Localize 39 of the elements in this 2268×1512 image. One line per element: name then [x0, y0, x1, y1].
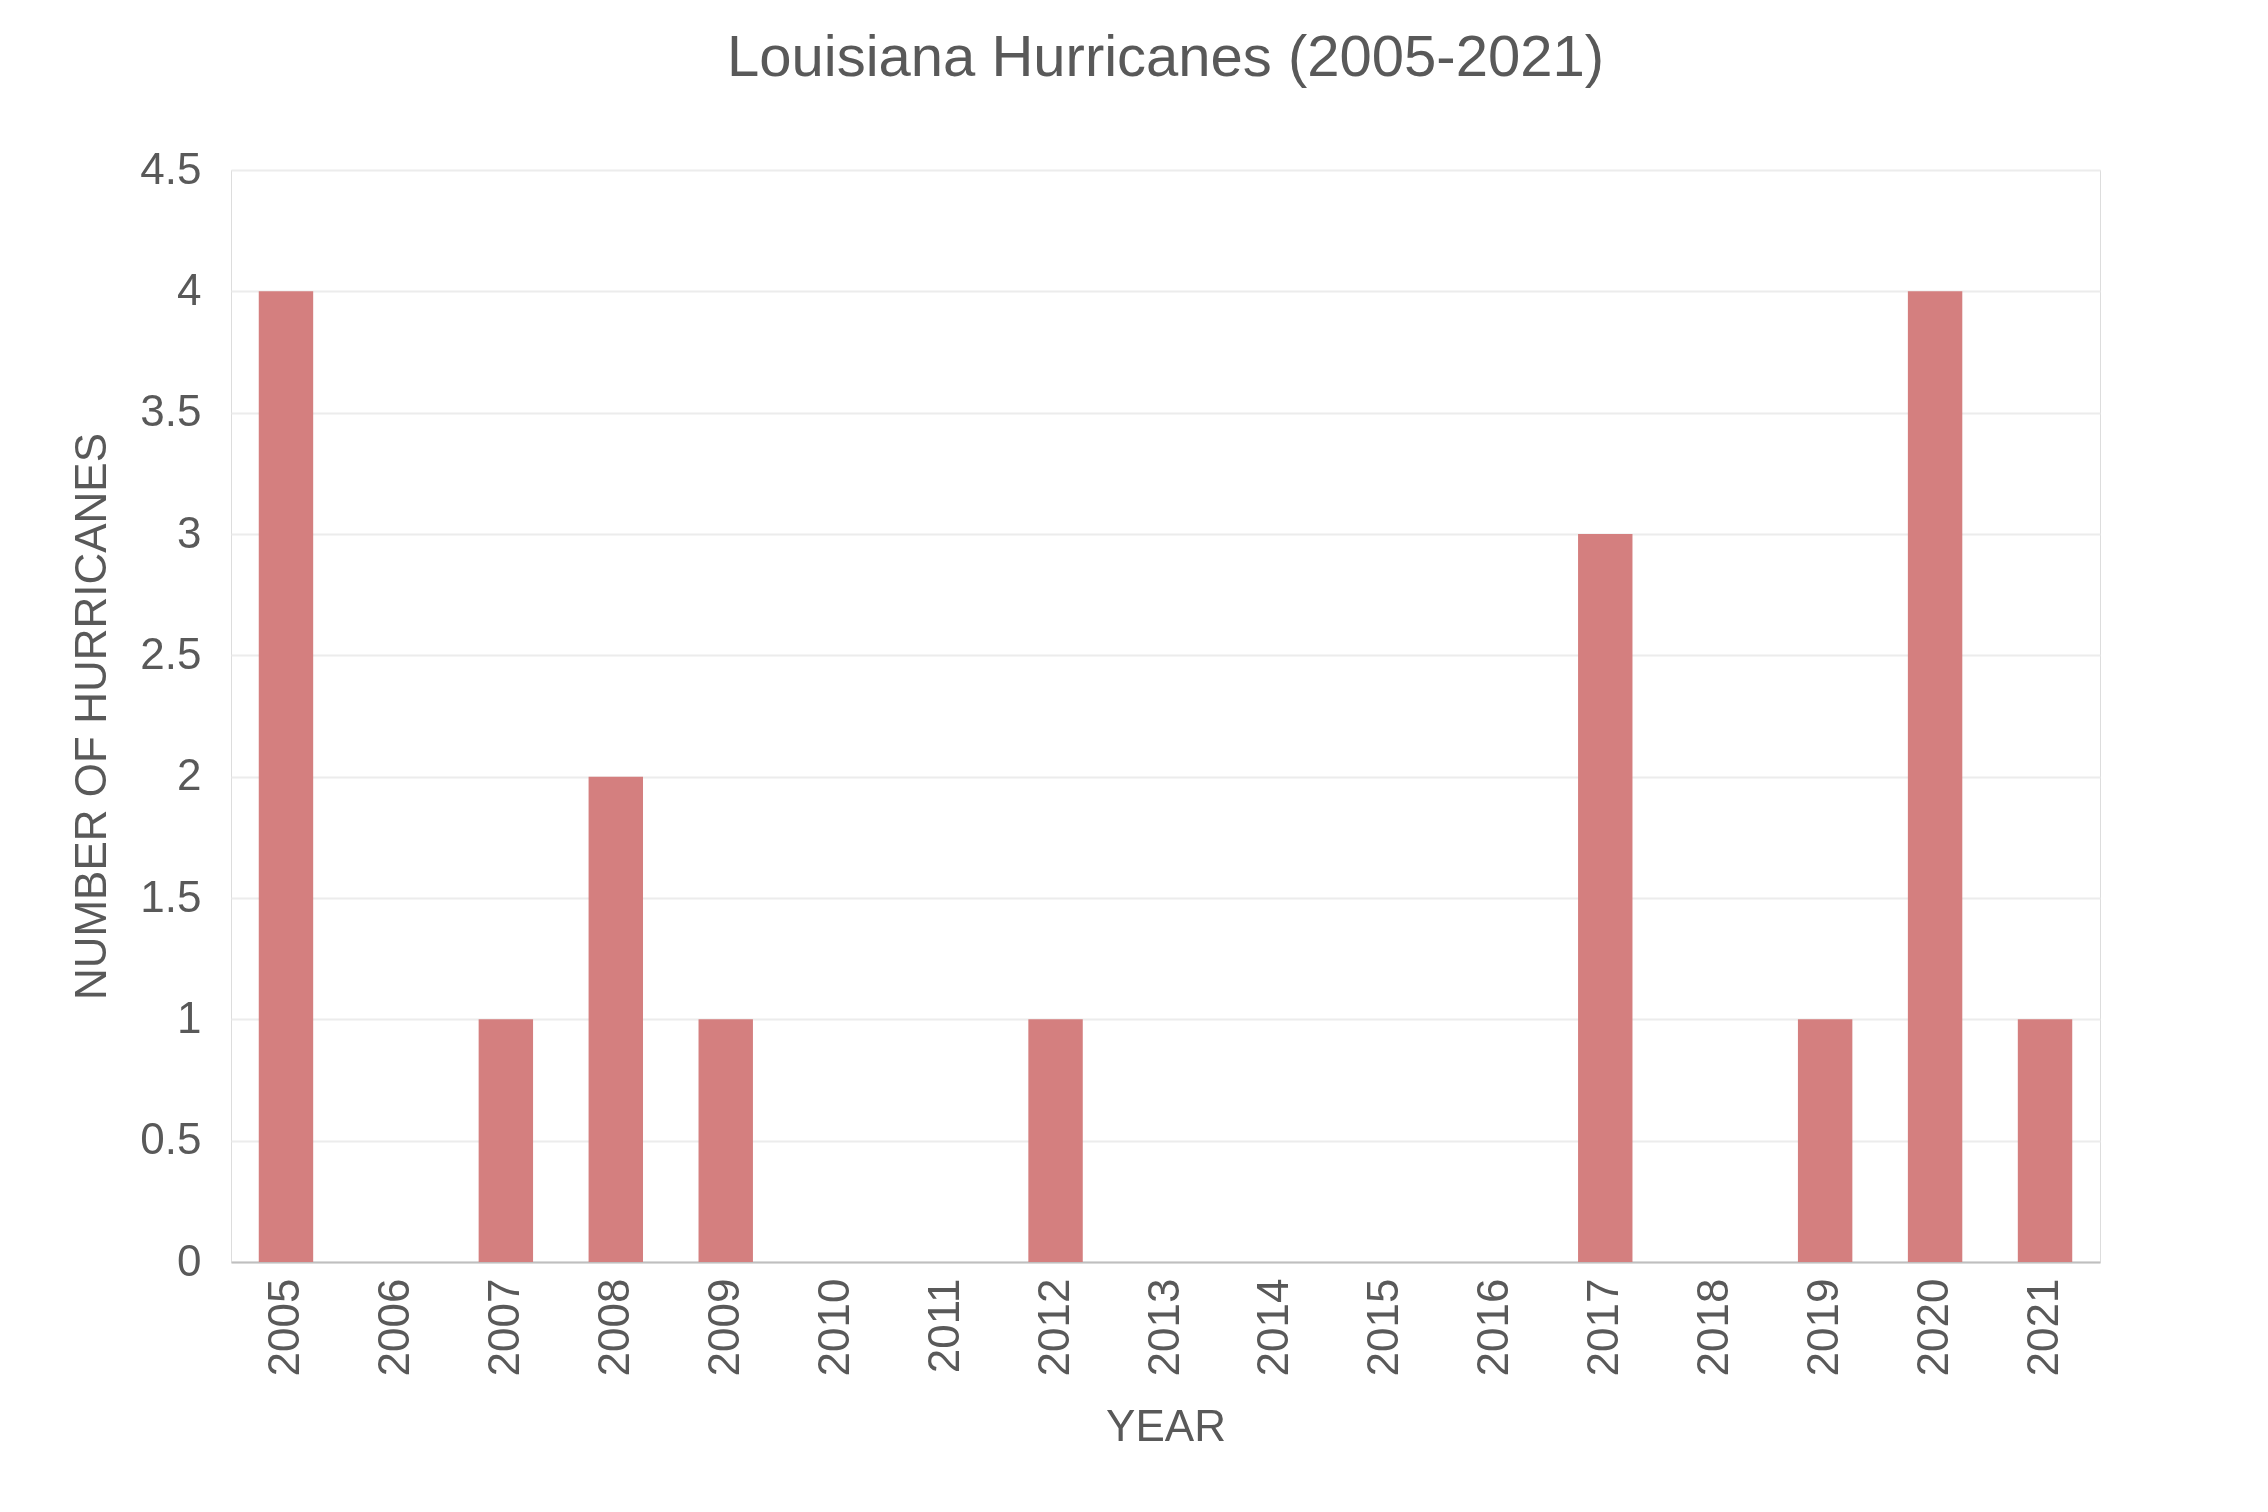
x-tick-label: 2021 [2018, 1278, 2068, 1377]
x-tick-label: 2010 [808, 1278, 858, 1377]
x-tick-label: 2009 [698, 1278, 748, 1377]
y-tick-label: 1.5 [140, 871, 202, 921]
x-tick-label: 2016 [1468, 1278, 1518, 1377]
x-tick-label: 2013 [1138, 1278, 1188, 1377]
y-tick-label: 2 [177, 750, 202, 800]
y-tick-label: 1 [177, 992, 202, 1042]
bar [698, 1019, 753, 1262]
bar [588, 776, 643, 1262]
x-tick-label: 2007 [478, 1278, 528, 1377]
x-tick-label: 2018 [1688, 1278, 1738, 1377]
bar [1797, 1019, 1853, 1262]
y-tick-label: 4.5 [140, 143, 202, 193]
x-tick-label: 2017 [1578, 1278, 1628, 1377]
x-tick-label: 2006 [368, 1278, 418, 1377]
x-tick-label: 2020 [1908, 1278, 1958, 1377]
bar [258, 291, 314, 1262]
y-axis-title: NUMBER OF HURRICANES [66, 432, 116, 1001]
x-tick-label: 2008 [588, 1278, 638, 1377]
x-tick-label: 2012 [1028, 1278, 1078, 1377]
y-tick-label: 3 [177, 507, 202, 557]
y-tick-label: 3.5 [140, 386, 202, 436]
x-tick-label: 2005 [258, 1278, 308, 1377]
bar [2017, 1019, 2073, 1262]
x-tick-label: 2015 [1358, 1278, 1408, 1377]
y-tick-label: 2.5 [140, 628, 202, 678]
bar [1578, 534, 1633, 1262]
x-tick-label: 2019 [1798, 1278, 1848, 1377]
x-tick-label: 2011 [918, 1278, 968, 1374]
y-tick-label: 4 [177, 264, 202, 314]
chart-title: Louisiana Hurricanes (2005-2021) [727, 23, 1604, 88]
bar [478, 1019, 534, 1262]
y-tick-label: 0.5 [140, 1114, 202, 1164]
bar [1028, 1019, 1083, 1262]
y-tick-label: 0 [177, 1235, 202, 1285]
bar [1907, 291, 1963, 1262]
x-tick-label: 2014 [1248, 1278, 1298, 1377]
x-axis-title: YEAR [1106, 1401, 1226, 1451]
